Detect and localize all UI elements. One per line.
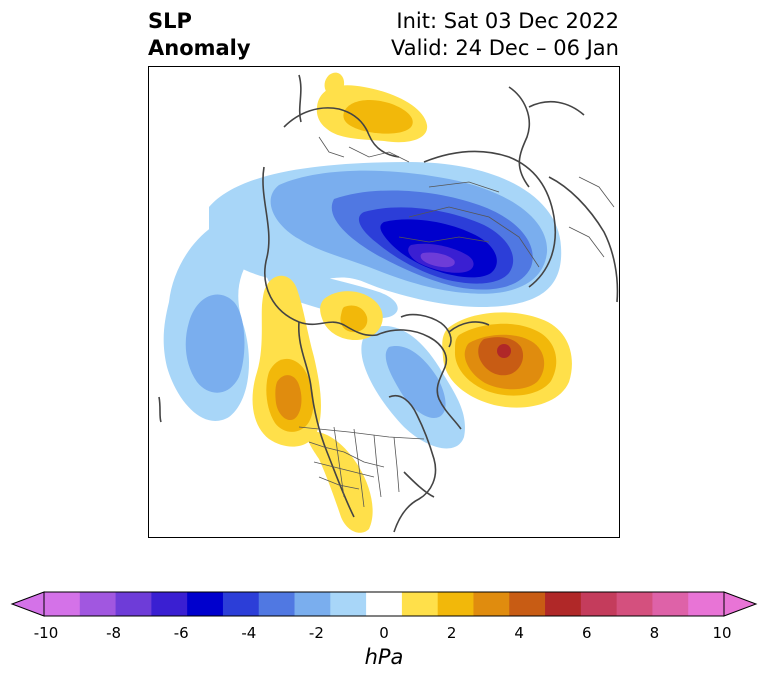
border bbox=[353, 428, 365, 508]
title-field: SLP bbox=[148, 9, 192, 33]
colorbar-tick-label: 2 bbox=[446, 624, 457, 642]
map-svg bbox=[158, 72, 619, 533]
border bbox=[308, 441, 385, 468]
colorbar-segment bbox=[401, 592, 439, 616]
colorbar-segment bbox=[509, 592, 546, 616]
colorbar-segment bbox=[294, 592, 331, 616]
contour-neg2 bbox=[385, 346, 446, 418]
coastline bbox=[400, 313, 452, 348]
border bbox=[318, 136, 345, 158]
border bbox=[333, 426, 345, 498]
colorbar-segment bbox=[580, 592, 618, 616]
colorbar-segment bbox=[366, 592, 403, 616]
colorbar-segment bbox=[545, 592, 582, 616]
coastline bbox=[158, 396, 162, 423]
colorbar-segment bbox=[652, 592, 689, 616]
colorbar-tick-label: -6 bbox=[173, 624, 189, 642]
border bbox=[578, 176, 615, 208]
contour-pos3 bbox=[275, 375, 302, 421]
colorbar-segment bbox=[473, 592, 510, 616]
colorbar-tick-label: 4 bbox=[514, 624, 524, 642]
colorbar-extend-min bbox=[10, 591, 45, 617]
colorbar-segment bbox=[437, 592, 474, 616]
contour-neg7 bbox=[420, 252, 455, 268]
colorbar-segment bbox=[187, 592, 224, 616]
border bbox=[398, 236, 490, 243]
colorbar-tick-label: 10 bbox=[712, 624, 732, 642]
title-right: Init: Sat 03 Dec 2022 Valid: 24 Dec – 06… bbox=[391, 8, 619, 62]
borders bbox=[298, 136, 615, 508]
colorbar-segment bbox=[330, 592, 367, 616]
colorbar-segment bbox=[115, 592, 152, 616]
border bbox=[313, 461, 375, 478]
coastline bbox=[376, 329, 462, 430]
coastline bbox=[508, 86, 531, 188]
coastline bbox=[388, 395, 437, 533]
coastline bbox=[548, 176, 619, 303]
colorbar-frame bbox=[43, 591, 725, 617]
beaufort-high bbox=[320, 291, 383, 341]
border bbox=[428, 181, 500, 193]
colorbar-segment bbox=[688, 592, 725, 616]
colorbar-tick-label: -4 bbox=[241, 624, 257, 642]
europe-high bbox=[316, 72, 428, 143]
coastline bbox=[283, 107, 400, 158]
colorbar-segment bbox=[616, 592, 653, 616]
contour-pos2 bbox=[343, 100, 413, 134]
contour-neg2 bbox=[185, 294, 245, 393]
colorbar-unit-label: hPa bbox=[364, 645, 404, 669]
colorbar-tick-label: -2 bbox=[308, 624, 324, 642]
border bbox=[408, 206, 540, 268]
colorbar-tick-label: 6 bbox=[582, 624, 592, 642]
contour-pos2 bbox=[340, 305, 368, 333]
title-field-sub: Anomaly bbox=[148, 36, 251, 60]
coastline bbox=[403, 471, 435, 498]
colorbar-segment bbox=[44, 592, 81, 616]
colorbar-segment bbox=[258, 592, 296, 616]
init-date: Init: Sat 03 Dec 2022 bbox=[396, 9, 619, 33]
colorbar-tick-label: 0 bbox=[379, 624, 389, 642]
title-left: SLP Anomaly bbox=[148, 8, 251, 62]
alaska-high bbox=[252, 275, 373, 533]
coastline bbox=[262, 166, 378, 337]
coastlines bbox=[158, 74, 619, 533]
border bbox=[318, 476, 360, 490]
coastline bbox=[448, 321, 490, 333]
colorbar-segment bbox=[79, 592, 117, 616]
hudson-low bbox=[361, 326, 465, 449]
border bbox=[393, 436, 400, 493]
contour-pos5 bbox=[497, 344, 511, 358]
border bbox=[373, 434, 382, 498]
contour-pos1 bbox=[307, 431, 373, 533]
border bbox=[348, 146, 410, 163]
contour-pos1 bbox=[324, 72, 345, 96]
coastline bbox=[298, 74, 302, 123]
coastline bbox=[423, 150, 557, 288]
anomaly-map[interactable] bbox=[148, 66, 620, 538]
border bbox=[568, 226, 605, 258]
coastline bbox=[528, 100, 585, 116]
colorbar-tick-label: 8 bbox=[649, 624, 660, 642]
greenland-high bbox=[442, 312, 572, 408]
colorbar-tick-label: -8 bbox=[106, 624, 122, 642]
colorbar-tick-label: -10 bbox=[33, 624, 59, 642]
colorbar bbox=[10, 591, 758, 617]
border bbox=[298, 426, 425, 440]
valid-range: Valid: 24 Dec – 06 Jan bbox=[390, 36, 619, 60]
coastline bbox=[298, 321, 355, 518]
colorbar-segment bbox=[222, 592, 260, 616]
pacific-low bbox=[163, 214, 263, 421]
colorbar-segment bbox=[151, 592, 188, 616]
colorbar-extend-max bbox=[723, 591, 758, 617]
